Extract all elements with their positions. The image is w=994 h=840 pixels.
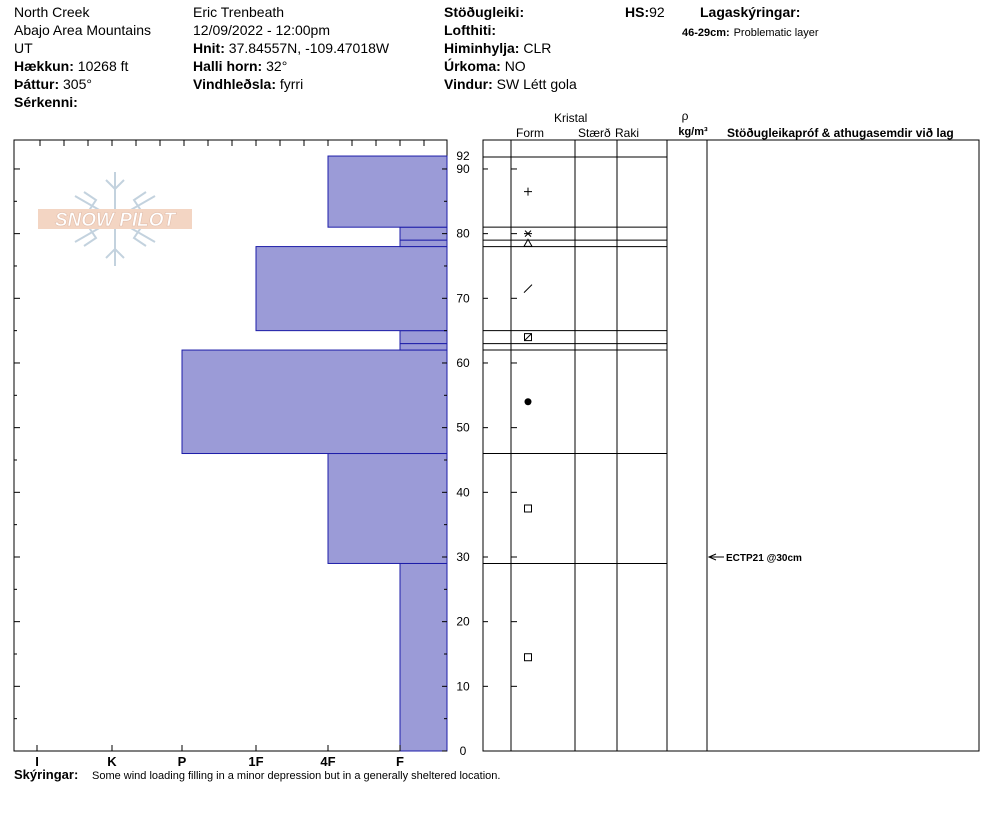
hardness-label-1F: 1F [248, 754, 263, 769]
observer-name: Eric Trenbeath [193, 4, 285, 20]
hardness-bar-2 [181, 349, 448, 455]
wind-label: Vindur: [444, 76, 493, 92]
hardness-bar-1 [327, 453, 448, 564]
wind-loading-row: Vindhleðsla: fyrri [193, 75, 303, 93]
elevation-row: Hækkun: 10268 ft [14, 57, 128, 75]
elevation-label: Hækkun: [14, 58, 74, 74]
wind-value: SW Létt gola [496, 76, 577, 92]
depth-label-0: 0 [460, 744, 467, 758]
sky-label: Himinhylja: [444, 40, 520, 56]
form-header: Form [516, 126, 544, 140]
grain-square-icon [524, 504, 532, 513]
sky-value: CLR [523, 40, 552, 56]
grain-plus-icon [524, 187, 532, 196]
coords-label: Hnit: [193, 40, 225, 56]
depth-label-hs: 92 [456, 149, 470, 163]
hardness-label-K: K [107, 754, 117, 769]
coords-value: 37.84557N, -109.47018W [228, 40, 390, 56]
features-label: Sérkenni: [14, 94, 78, 110]
aspect-value: 305° [63, 76, 92, 92]
depth-label-10: 10 [456, 679, 470, 693]
depth-label-20: 20 [456, 615, 470, 629]
grain-square-icon [524, 653, 532, 662]
snowflake-icon [74, 172, 156, 266]
precip-label: Úrkoma: [444, 58, 501, 74]
elevation-value: 10268 ft [77, 58, 129, 74]
hardness-label-4F: 4F [320, 754, 335, 769]
hardness-bar-5 [255, 246, 448, 332]
size-header: Stærð [578, 126, 611, 140]
depth-label-40: 40 [456, 485, 470, 499]
aspect-row: Þáttur: 305° [14, 75, 92, 93]
slope-row: Halli horn: 32° [193, 57, 287, 75]
location-name: North Creek [14, 4, 90, 20]
hardness-label-I: I [35, 754, 39, 769]
range-name: Abajo Area Mountains [14, 22, 151, 38]
hs-value: 92 [649, 4, 665, 20]
wind-loading-value: fyrri [279, 76, 304, 92]
hardness-bar-4 [399, 330, 448, 345]
hardness-bar-3 [399, 343, 448, 351]
legend-layer-desc: Problematic layer [733, 27, 819, 39]
comments-text: Some wind loading filling in a minor dep… [92, 770, 500, 782]
air-temp-label: Lofthiti: [444, 22, 497, 38]
legend-row: 46-29cm: Problematic layer [682, 22, 819, 42]
logo-band [38, 209, 192, 229]
test-arrow-icon [707, 553, 717, 561]
density-symbol: ρ [682, 109, 689, 123]
grain-dot-icon [524, 398, 532, 406]
precip-row: Úrkoma: NO [444, 57, 526, 75]
tests-header: Stöðugleikapróf & athugasemdir við lag [727, 126, 954, 140]
wind-loading-label: Vindhleðsla: [193, 76, 276, 92]
hardness-bar-0 [399, 562, 448, 752]
state-name: UT [14, 40, 33, 56]
grain-faceted-rounded-icon [524, 333, 532, 342]
legend-layer-range: 46-29cm: [682, 27, 730, 39]
hardness-bar-8 [327, 155, 448, 228]
observation-datetime: 12/09/2022 - 12:00pm [193, 22, 330, 38]
legend-title: Lagaskýringar: [700, 4, 801, 20]
sky-row: Himinhylja: CLR [444, 39, 551, 57]
depth-label-30: 30 [456, 550, 470, 564]
grain-star-icon [524, 230, 532, 237]
density-unit: kg/m³ [678, 126, 708, 138]
hs-label: HS: [625, 4, 650, 20]
wind-row: Vindur: SW Létt gola [444, 75, 577, 93]
depth-label-70: 70 [456, 291, 470, 305]
grain-faceted-slash [524, 333, 532, 341]
precip-value: NO [504, 58, 526, 74]
kristal-header: Kristal [554, 111, 587, 125]
comments-label: Skýringar: [14, 767, 78, 782]
stability-label: Stöðugleiki: [444, 4, 525, 20]
depth-label-90: 90 [456, 162, 470, 176]
grain-decomposing-icon [523, 284, 533, 293]
coords-row: Hnit: 37.84557N, -109.47018W [193, 39, 389, 57]
hardness-bar-7 [399, 226, 448, 241]
hs-row: HS:92 [625, 3, 665, 21]
profile-table-frame [482, 139, 980, 752]
hardness-label-F: F [396, 754, 404, 769]
depth-label-50: 50 [456, 421, 470, 435]
slope-label: Halli horn: [193, 58, 263, 74]
moisture-header: Raki [615, 126, 639, 140]
logo-text: SNOW PILOT [55, 210, 177, 231]
depth-label-60: 60 [456, 356, 470, 370]
depth-label-80: 80 [456, 227, 470, 241]
grain-triangle-icon [523, 238, 533, 247]
aspect-label: Þáttur: [14, 76, 60, 92]
hardness-label-P: P [178, 754, 187, 769]
hardness-bar-6 [399, 239, 448, 248]
test-result-label-0: ECTP21 @30cm [726, 553, 802, 564]
slope-value: 32° [266, 58, 288, 74]
snowpilot-logo: SNOW PILOT [38, 172, 192, 266]
